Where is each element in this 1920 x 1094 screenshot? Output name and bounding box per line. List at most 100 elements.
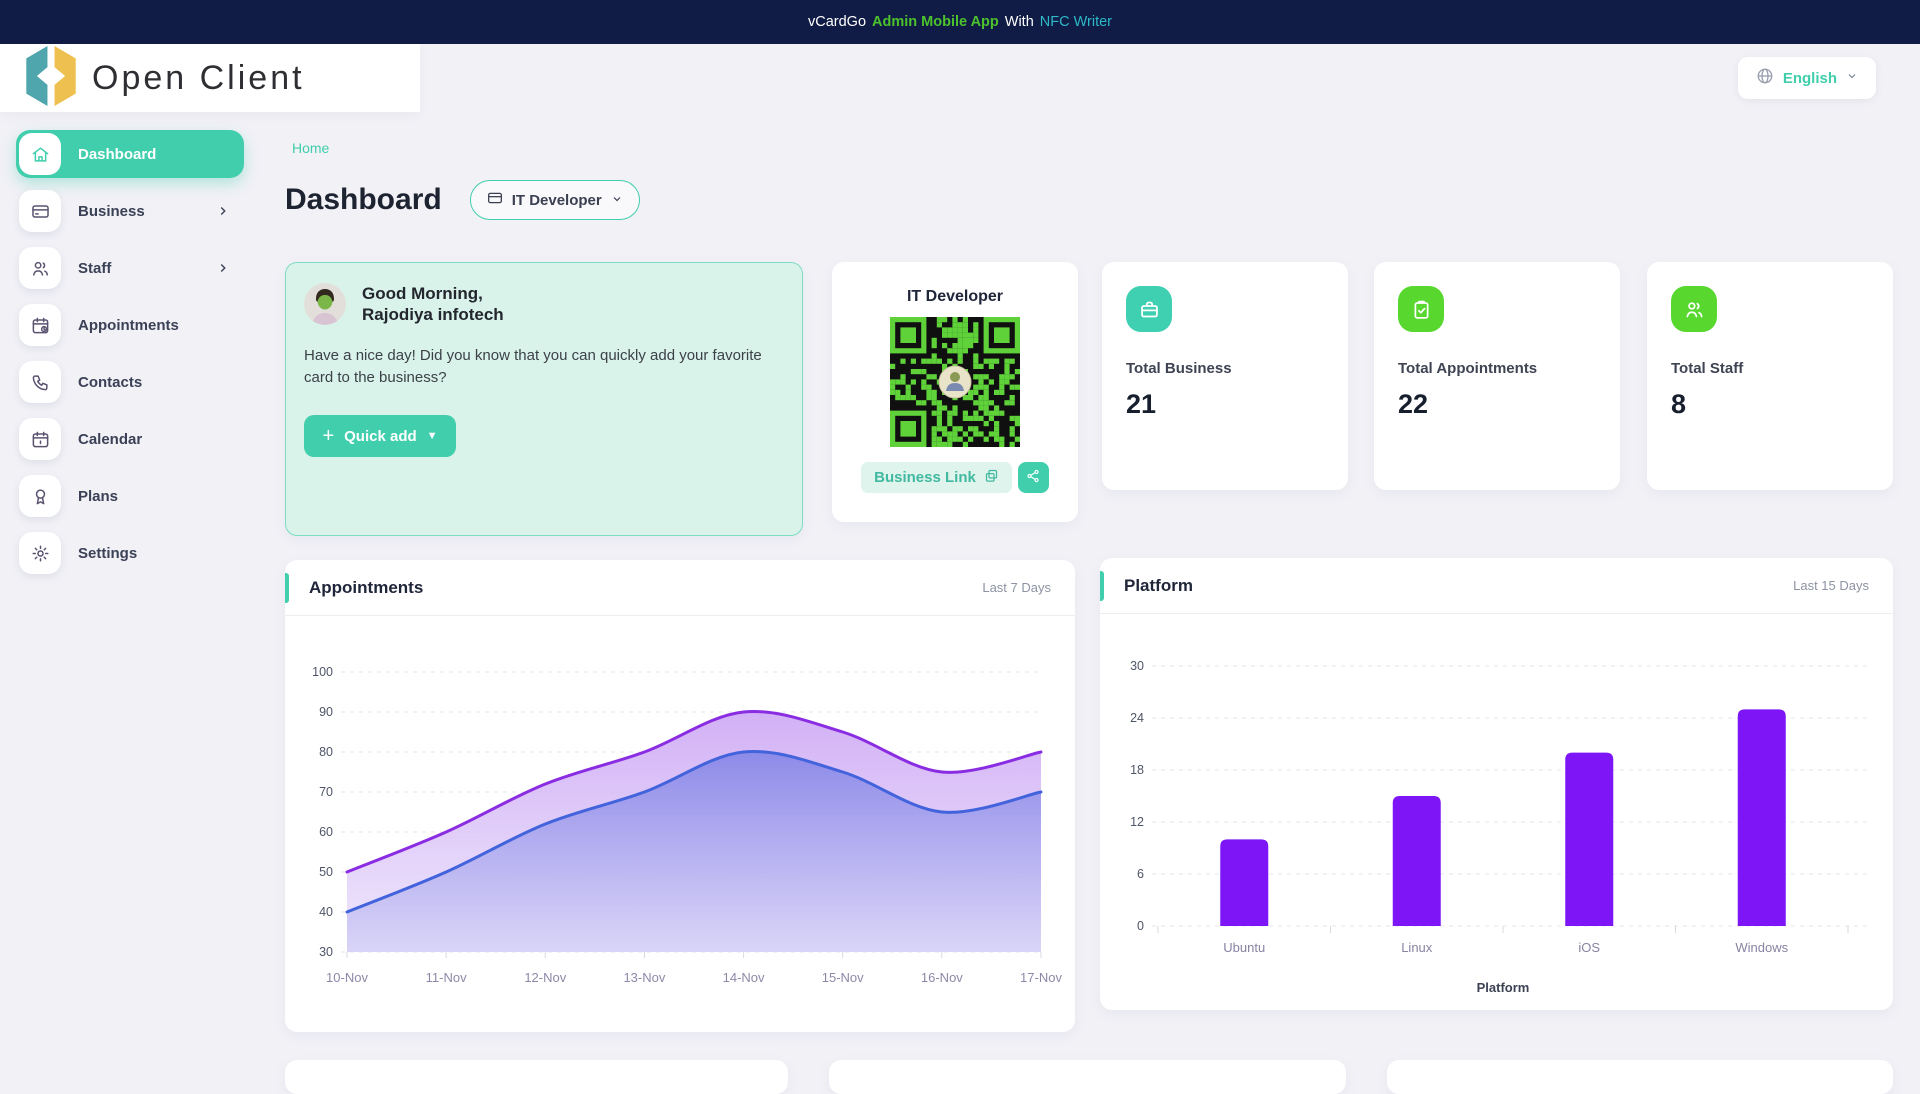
sidebar-item-label: Contacts — [78, 373, 143, 391]
svg-text:Ubuntu: Ubuntu — [1223, 940, 1265, 955]
svg-text:40: 40 — [319, 905, 333, 919]
avatar — [304, 283, 346, 325]
svg-text:18: 18 — [1130, 763, 1144, 777]
greeting-line2: Rajodiya infotech — [362, 305, 504, 325]
phone-icon — [19, 361, 61, 403]
sidebar-item-contacts[interactable]: Contacts — [16, 358, 244, 406]
sidebar-item-appointments[interactable]: Appointments — [16, 301, 244, 349]
svg-text:24: 24 — [1130, 711, 1144, 725]
business-link-button[interactable]: Business Link — [861, 462, 1012, 493]
topbar-brand: vCardGo — [808, 14, 867, 30]
chevron-down-icon — [611, 192, 623, 209]
header: Open Client English — [0, 44, 1920, 112]
sidebar: Dashboard Business Staff Appointments Co… — [16, 130, 244, 586]
sidebar-item-settings[interactable]: Settings — [16, 529, 244, 577]
chevron-down-icon — [1846, 69, 1858, 87]
svg-text:Platform: Platform — [1477, 980, 1530, 995]
sidebar-item-label: Business — [78, 202, 145, 220]
partial-card — [285, 1060, 788, 1094]
credit-card-icon — [19, 190, 61, 232]
chevron-right-icon — [216, 261, 230, 275]
share-button[interactable] — [1017, 462, 1049, 493]
svg-text:30: 30 — [1130, 659, 1144, 673]
award-icon — [19, 475, 61, 517]
svg-text:100: 100 — [312, 665, 333, 679]
svg-text:Linux: Linux — [1401, 940, 1433, 955]
chevron-right-icon — [216, 204, 230, 218]
quick-add-label: Quick add — [344, 427, 417, 445]
users-icon — [19, 247, 61, 289]
platform-chart-range: Last 15 Days — [1793, 578, 1869, 593]
briefcase-icon — [1126, 286, 1172, 332]
sidebar-item-calendar[interactable]: Calendar — [16, 415, 244, 463]
greeting-line1: Good Morning, — [362, 284, 483, 303]
sidebar-item-dashboard[interactable]: Dashboard — [16, 130, 244, 178]
sidebar-item-staff[interactable]: Staff — [16, 244, 244, 292]
sidebar-item-label: Dashboard — [78, 145, 157, 163]
platform-chart-card: Platform Last 15 Days 0 6 12 18 24 30 Ubuntu Li… — [1100, 558, 1893, 1010]
sidebar-item-label: Appointments — [78, 316, 179, 334]
topbar-middle: With — [1004, 14, 1034, 30]
stat-label: Total Staff — [1671, 360, 1744, 377]
stat-label: Total Business — [1126, 360, 1232, 377]
quick-add-button[interactable]: + Quick add ▼ — [304, 415, 456, 457]
plus-icon: + — [322, 425, 335, 447]
platform-chart-title: Platform — [1124, 575, 1193, 595]
qr-code — [890, 317, 1020, 447]
clipboard-check-icon — [1398, 286, 1444, 332]
accent-bar — [1100, 571, 1104, 601]
svg-text:17-Nov: 17-Nov — [1020, 970, 1062, 985]
svg-text:11-Nov: 11-Nov — [426, 970, 467, 985]
share-nodes-icon — [1026, 469, 1040, 486]
title-row: Dashboard IT Developer — [285, 180, 640, 220]
calendar-icon — [19, 418, 61, 460]
accent-bar — [285, 573, 289, 603]
language-selector[interactable]: English — [1737, 57, 1876, 99]
svg-text:30: 30 — [319, 945, 333, 959]
appointments-area-chart: 30 40 50 60 70 80 90 100 10-Nov 11-Nov 12-Nov 13-No… — [312, 665, 1062, 985]
page-title: Dashboard — [285, 183, 442, 216]
stat-card-total-staff: Total Staff 8 — [1647, 262, 1893, 490]
svg-text:15-Nov: 15-Nov — [822, 970, 864, 985]
stat-card-total-business: Total Business 21 — [1102, 262, 1348, 490]
business-selector-label: IT Developer — [511, 191, 602, 209]
qr-card-title: IT Developer — [906, 288, 1004, 305]
gear-icon — [19, 532, 61, 574]
appointments-chart-title: Appointments — [309, 577, 424, 597]
qr-card: IT Developer Business Link — [832, 262, 1078, 522]
caret-down-icon: ▼ — [426, 430, 438, 442]
svg-text:iOS: iOS — [1578, 940, 1600, 955]
stat-value: 21 — [1126, 389, 1157, 419]
svg-text:0: 0 — [1137, 919, 1144, 933]
stat-value: 8 — [1671, 389, 1687, 419]
svg-text:12: 12 — [1130, 815, 1144, 829]
logo-mark-icon — [26, 45, 76, 111]
svg-text:60: 60 — [319, 825, 333, 839]
business-link-label: Business Link — [874, 469, 976, 486]
sidebar-item-label: Staff — [78, 259, 112, 277]
sidebar-item-plans[interactable]: Plans — [16, 472, 244, 520]
partial-card — [829, 1060, 1346, 1094]
svg-text:6: 6 — [1137, 867, 1144, 881]
users-icon — [1671, 286, 1717, 332]
stat-card-total-appointments: Total Appointments 22 — [1374, 262, 1620, 490]
stat-value: 22 — [1398, 389, 1429, 419]
svg-text:14-Nov: 14-Nov — [723, 970, 765, 985]
svg-text:16-Nov: 16-Nov — [921, 970, 963, 985]
breadcrumb[interactable]: Home — [292, 140, 330, 156]
svg-text:80: 80 — [319, 745, 333, 759]
app-logo[interactable]: Open Client — [0, 44, 420, 112]
home-icon — [19, 133, 61, 175]
platform-bar-chart: 0 6 12 18 24 30 Ubuntu Linux iOS Windows Platform — [1130, 659, 1868, 995]
stat-label: Total Appointments — [1398, 360, 1538, 377]
svg-text:90: 90 — [319, 705, 333, 719]
topbar-nfc-link[interactable]: NFC Writer — [1039, 14, 1112, 30]
svg-text:Windows: Windows — [1735, 940, 1788, 955]
globe-icon — [1756, 67, 1774, 90]
svg-text:10-Nov: 10-Nov — [326, 970, 368, 985]
business-selector[interactable]: IT Developer — [469, 180, 640, 220]
language-label: English — [1782, 69, 1837, 87]
svg-text:13-Nov: 13-Nov — [623, 970, 665, 985]
sidebar-item-label: Plans — [78, 487, 119, 505]
sidebar-item-business[interactable]: Business — [16, 187, 244, 235]
